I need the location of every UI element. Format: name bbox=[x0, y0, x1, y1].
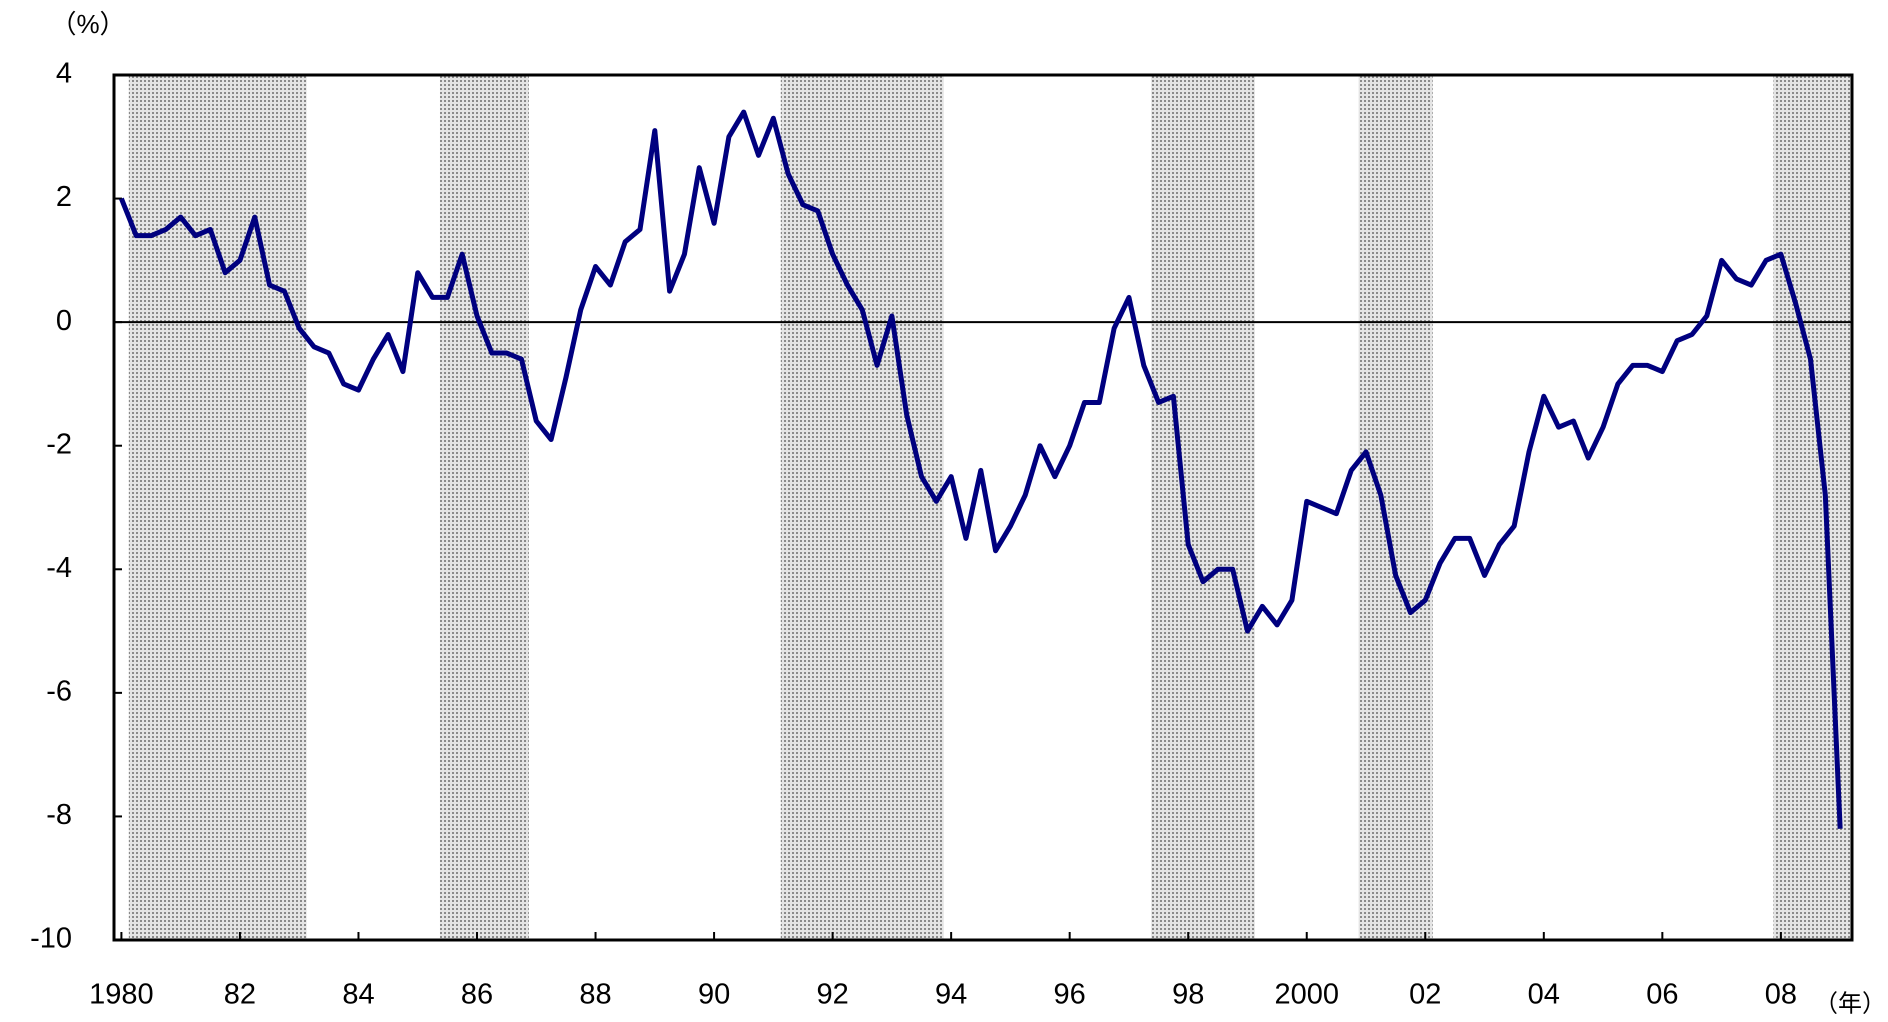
shaded-period bbox=[128, 75, 307, 940]
y-tick-label: 2 bbox=[56, 181, 72, 213]
x-tick-label: 96 bbox=[1054, 979, 1086, 1011]
x-tick-label: 88 bbox=[579, 979, 611, 1011]
x-tick-label: 06 bbox=[1646, 979, 1678, 1011]
shaded-period bbox=[439, 75, 529, 940]
y-tick-label: -2 bbox=[46, 428, 72, 460]
x-axis-unit: （年） bbox=[1814, 990, 1886, 1017]
y-tick-label: -8 bbox=[46, 799, 72, 831]
y-tick-label: 0 bbox=[56, 305, 72, 337]
plot-frame bbox=[112, 73, 1854, 942]
data-line bbox=[119, 109, 1843, 829]
y-tick-label: -10 bbox=[30, 923, 72, 955]
x-tick-label: 98 bbox=[1172, 979, 1204, 1011]
y-tick-label: -4 bbox=[46, 552, 72, 584]
shaded-period bbox=[1358, 75, 1433, 940]
x-tick-label: 04 bbox=[1528, 979, 1560, 1011]
y-tick-label: -6 bbox=[46, 676, 72, 708]
x-tick-label: 94 bbox=[935, 979, 967, 1011]
y-tick-label: 4 bbox=[56, 58, 72, 90]
x-tick-label: 90 bbox=[698, 979, 730, 1011]
x-tick-label: 84 bbox=[342, 979, 374, 1011]
x-tick-label: 92 bbox=[816, 979, 848, 1011]
x-tick-label: 02 bbox=[1409, 979, 1441, 1011]
shaded-period bbox=[780, 75, 944, 940]
x-tick-label: 86 bbox=[461, 979, 493, 1011]
x-tick-label: 2000 bbox=[1274, 979, 1339, 1011]
x-tick-label: 82 bbox=[224, 979, 256, 1011]
shaded-period bbox=[1151, 75, 1255, 940]
x-tick-label: 1980 bbox=[89, 979, 154, 1011]
x-tick-label: 08 bbox=[1765, 979, 1797, 1011]
y-axis-unit: （%） bbox=[50, 9, 125, 39]
